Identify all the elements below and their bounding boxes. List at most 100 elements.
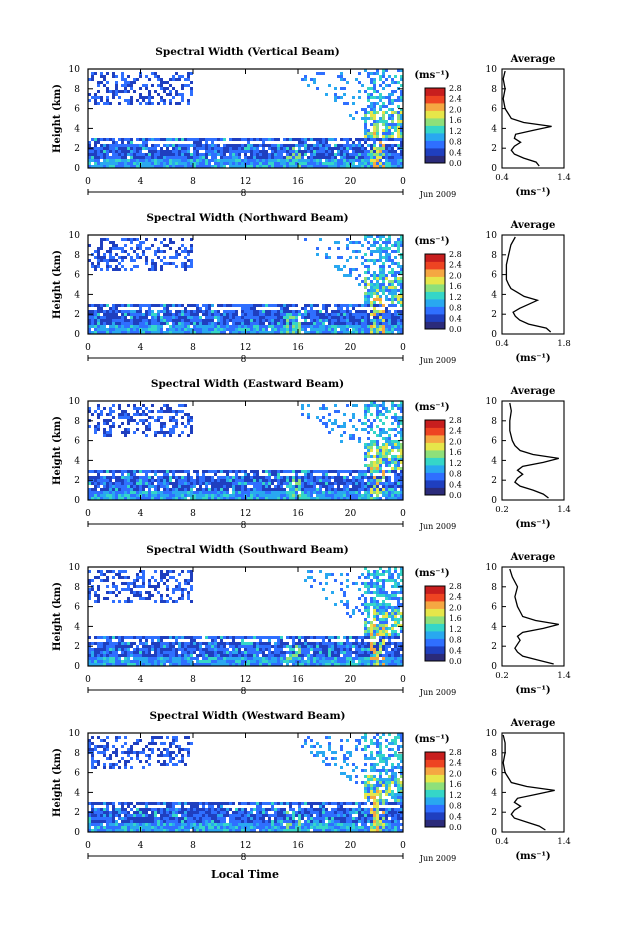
heatmap-cell <box>388 108 391 111</box>
heatmap-cell <box>160 268 163 271</box>
heatmap-cell <box>199 316 202 319</box>
heatmap-cell <box>394 488 397 491</box>
heatmap-cell <box>163 156 166 159</box>
heatmap-cell <box>250 651 253 654</box>
heatmap-cell <box>376 135 379 138</box>
heatmap-cell <box>307 144 310 147</box>
heatmap-cell <box>349 310 352 313</box>
heatmap-cell <box>277 159 280 162</box>
heatmap-cell <box>166 165 169 168</box>
heatmap-cell <box>112 654 115 657</box>
heatmap-cell <box>109 570 112 573</box>
heatmap-cell <box>379 108 382 111</box>
heatmap-cell <box>190 645 193 648</box>
heatmap-cell <box>142 325 145 328</box>
heatmap-cell <box>214 150 217 153</box>
heatmap-cell <box>238 494 241 497</box>
heatmap-cell <box>328 322 331 325</box>
heatmap-cell <box>274 497 277 500</box>
heatmap-cell <box>214 494 217 497</box>
heatmap-cell <box>334 87 337 90</box>
heatmap-cell <box>115 247 118 250</box>
heatmap-cell <box>154 313 157 316</box>
heatmap-cell <box>160 600 163 603</box>
heatmap-cell <box>190 310 193 313</box>
heatmap-cell <box>175 476 178 479</box>
heatmap-cell <box>97 657 100 660</box>
heatmap-cell <box>103 162 106 165</box>
heatmap-cell <box>211 488 214 491</box>
heatmap-cell <box>145 657 148 660</box>
heatmap-cell <box>115 497 118 500</box>
heatmap-cell <box>268 485 271 488</box>
heatmap-cell <box>256 316 259 319</box>
heatmap-cell <box>295 319 298 322</box>
heatmap-cell <box>121 416 124 419</box>
heatmap-cell <box>115 316 118 319</box>
heatmap-cell <box>121 162 124 165</box>
heatmap-cell <box>385 443 388 446</box>
heatmap-cell <box>280 488 283 491</box>
heatmap-cell <box>217 304 220 307</box>
heatmap-cell <box>223 159 226 162</box>
heatmap-cell <box>397 431 400 434</box>
heatmap-cell <box>397 449 400 452</box>
heatmap-cell <box>91 648 94 651</box>
heatmap-cell <box>217 150 220 153</box>
heatmap-cell <box>334 476 337 479</box>
heatmap-cell <box>91 262 94 265</box>
colorbar-tick-label: 0.4 <box>449 314 462 323</box>
heatmap-cell <box>382 470 385 473</box>
heatmap-cell <box>181 159 184 162</box>
heatmap-cell <box>109 147 112 150</box>
heatmap-cell <box>130 325 133 328</box>
heatmap-cell <box>382 256 385 259</box>
heatmap-cell <box>367 99 370 102</box>
heatmap-cell <box>220 162 223 165</box>
heatmap-cell <box>274 322 277 325</box>
profile-line <box>509 402 559 499</box>
heatmap-cell <box>136 247 139 250</box>
heatmap-cell <box>154 331 157 334</box>
heatmap-cell <box>304 479 307 482</box>
heatmap-cell <box>106 570 109 573</box>
heatmap-cell <box>370 235 373 238</box>
heatmap-cell <box>337 96 340 99</box>
heatmap-cell <box>157 491 160 494</box>
heatmap-cell <box>88 579 91 582</box>
heatmap-cell <box>352 488 355 491</box>
heatmap-cell <box>184 147 187 150</box>
heatmap-cell <box>172 654 175 657</box>
heatmap-cell <box>328 470 331 473</box>
heatmap-cell <box>232 657 235 660</box>
heatmap-cell <box>229 645 232 648</box>
heatmap-cell <box>103 319 106 322</box>
heatmap-cell <box>400 452 403 455</box>
heatmap-cell <box>382 286 385 289</box>
heatmap-cell <box>103 78 106 81</box>
heatmap-cell <box>88 144 91 147</box>
heatmap-cell <box>400 153 403 156</box>
heatmap-cell <box>223 310 226 313</box>
heatmap-cell <box>139 488 142 491</box>
heatmap-cell <box>355 325 358 328</box>
heatmap-cell <box>370 482 373 485</box>
heatmap-cell <box>328 247 331 250</box>
heatmap-cell <box>142 99 145 102</box>
heatmap-cell <box>283 162 286 165</box>
heatmap-cell <box>364 271 367 274</box>
heatmap-cell <box>154 156 157 159</box>
heatmap-cell <box>250 150 253 153</box>
heatmap-cell <box>109 247 112 250</box>
heatmap-cell <box>373 147 376 150</box>
heatmap-cell <box>88 660 91 663</box>
heatmap-cell <box>154 90 157 93</box>
heatmap-cell <box>352 425 355 428</box>
heatmap-cell <box>142 636 145 639</box>
heatmap-cell <box>208 322 211 325</box>
y-tick-label: 6 <box>74 271 80 281</box>
heatmap-cell <box>106 491 109 494</box>
heatmap-cell <box>151 660 154 663</box>
heatmap-cell <box>199 479 202 482</box>
heatmap-cell <box>304 310 307 313</box>
